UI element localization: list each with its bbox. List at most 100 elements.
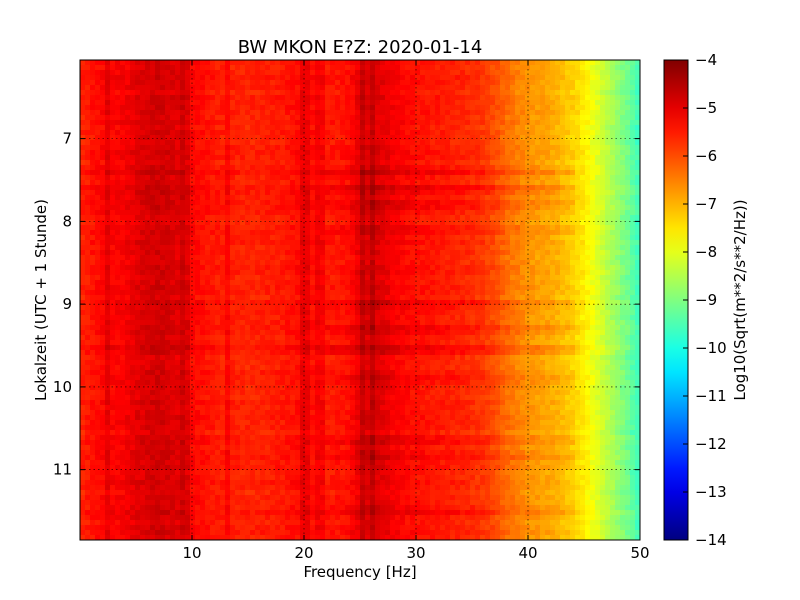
heatmap-cell xyxy=(555,235,561,241)
heatmap-cell xyxy=(505,120,511,126)
heatmap-cell xyxy=(375,210,381,216)
heatmap-cell xyxy=(405,250,411,256)
heatmap-cell xyxy=(280,230,286,236)
heatmap-cell xyxy=(535,195,541,201)
heatmap-cell xyxy=(185,230,191,236)
heatmap-cell xyxy=(495,155,501,161)
heatmap-cell xyxy=(135,130,141,136)
heatmap-cell xyxy=(365,200,371,206)
heatmap-cell xyxy=(490,225,496,231)
heatmap-cell xyxy=(485,240,491,246)
heatmap-cell xyxy=(625,125,631,131)
heatmap-cell xyxy=(355,175,361,181)
heatmap-cell xyxy=(150,220,156,226)
heatmap-cell xyxy=(130,250,136,256)
heatmap-cell xyxy=(145,90,151,96)
heatmap-cell xyxy=(155,135,161,141)
heatmap-cell xyxy=(610,225,616,231)
heatmap-cell xyxy=(365,175,371,181)
heatmap-cell xyxy=(490,275,496,281)
heatmap-cell xyxy=(345,75,351,81)
heatmap-cell xyxy=(545,240,551,246)
heatmap-cell xyxy=(585,230,591,236)
heatmap-cell xyxy=(445,210,451,216)
heatmap-cell xyxy=(495,130,501,136)
heatmap-cell xyxy=(360,185,366,191)
heatmap-cell xyxy=(510,120,516,126)
heatmap-cell xyxy=(205,230,211,236)
heatmap-cell xyxy=(530,195,536,201)
heatmap-cell xyxy=(575,115,581,121)
heatmap-cell xyxy=(605,95,611,101)
heatmap-cell xyxy=(445,110,451,116)
heatmap-cell xyxy=(550,175,556,181)
heatmap-cell xyxy=(295,125,301,131)
heatmap-cell xyxy=(325,185,331,191)
heatmap-cell xyxy=(540,245,546,251)
heatmap-cell xyxy=(245,180,251,186)
heatmap-cell xyxy=(625,105,631,111)
heatmap-cell xyxy=(590,140,596,146)
heatmap-cell xyxy=(465,135,471,141)
heatmap-cell xyxy=(505,155,511,161)
heatmap-cell xyxy=(430,170,436,176)
heatmap-cell xyxy=(295,220,301,226)
heatmap-cell xyxy=(315,80,321,86)
heatmap-cell xyxy=(455,165,461,171)
heatmap-cell xyxy=(205,185,211,191)
heatmap-cell xyxy=(390,90,396,96)
heatmap-cell xyxy=(175,220,181,226)
heatmap-cell xyxy=(135,220,141,226)
heatmap-cell xyxy=(235,130,241,136)
heatmap-cell xyxy=(265,245,271,251)
heatmap-cell xyxy=(390,190,396,196)
heatmap-cell xyxy=(110,150,116,156)
heatmap-cell xyxy=(390,200,396,206)
heatmap-cell xyxy=(385,235,391,241)
heatmap-cell xyxy=(245,190,251,196)
heatmap-cell xyxy=(495,220,501,226)
heatmap-cell xyxy=(120,245,126,251)
heatmap-cell xyxy=(220,235,226,241)
heatmap-cell xyxy=(130,160,136,166)
heatmap-cell xyxy=(510,65,516,71)
heatmap-cell xyxy=(125,140,131,146)
heatmap-cell xyxy=(295,250,301,256)
heatmap-cell xyxy=(505,160,511,166)
heatmap-cell xyxy=(450,125,456,131)
heatmap-cell xyxy=(95,135,101,141)
heatmap-cell xyxy=(325,115,331,121)
heatmap-cell xyxy=(320,70,326,76)
heatmap-cell xyxy=(105,175,111,181)
heatmap-cell xyxy=(240,270,246,276)
heatmap-cell xyxy=(475,130,481,136)
heatmap-cell xyxy=(340,210,346,216)
heatmap-cell xyxy=(505,175,511,181)
heatmap-cell xyxy=(285,170,291,176)
heatmap-cell xyxy=(95,115,101,121)
heatmap-cell xyxy=(380,75,386,81)
heatmap-cell xyxy=(360,210,366,216)
heatmap-cell xyxy=(330,260,336,266)
heatmap-cell xyxy=(290,145,296,151)
heatmap-cell xyxy=(415,215,421,221)
heatmap-cell xyxy=(295,200,301,206)
heatmap-cell xyxy=(295,195,301,201)
heatmap-cell xyxy=(570,90,576,96)
heatmap-cell xyxy=(105,95,111,101)
heatmap-cell xyxy=(370,195,376,201)
heatmap-cell xyxy=(150,230,156,236)
heatmap-cell xyxy=(570,95,576,101)
heatmap-cell xyxy=(450,210,456,216)
heatmap-cell xyxy=(360,190,366,196)
heatmap-cell xyxy=(630,145,636,151)
heatmap-cell xyxy=(565,230,571,236)
heatmap-cell xyxy=(550,170,556,176)
heatmap-cell xyxy=(405,170,411,176)
heatmap-cell xyxy=(190,185,196,191)
heatmap-cell xyxy=(90,95,96,101)
heatmap-cell xyxy=(275,80,281,86)
heatmap-cell xyxy=(595,215,601,221)
heatmap-cell xyxy=(620,100,626,106)
heatmap-cell xyxy=(340,145,346,151)
